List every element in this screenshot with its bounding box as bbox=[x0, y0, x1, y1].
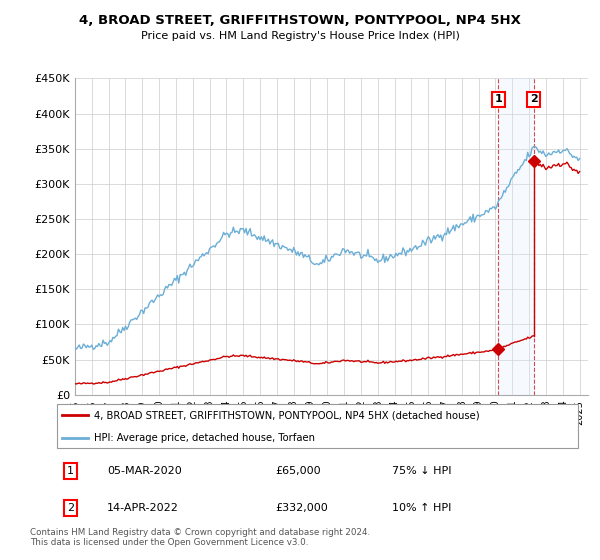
Text: 14-APR-2022: 14-APR-2022 bbox=[107, 503, 179, 513]
Text: 1: 1 bbox=[494, 95, 502, 105]
Text: £65,000: £65,000 bbox=[276, 466, 322, 476]
Text: HPI: Average price, detached house, Torfaen: HPI: Average price, detached house, Torf… bbox=[94, 433, 314, 444]
Text: 4, BROAD STREET, GRIFFITHSTOWN, PONTYPOOL, NP4 5HX (detached house): 4, BROAD STREET, GRIFFITHSTOWN, PONTYPOO… bbox=[94, 410, 479, 421]
Bar bbox=[499, 78, 534, 395]
Text: 75% ↓ HPI: 75% ↓ HPI bbox=[392, 466, 451, 476]
Text: 2: 2 bbox=[530, 95, 538, 105]
Text: £332,000: £332,000 bbox=[276, 503, 329, 513]
Text: Price paid vs. HM Land Registry's House Price Index (HPI): Price paid vs. HM Land Registry's House … bbox=[140, 31, 460, 41]
Text: 05-MAR-2020: 05-MAR-2020 bbox=[107, 466, 182, 476]
Text: Contains HM Land Registry data © Crown copyright and database right 2024.
This d: Contains HM Land Registry data © Crown c… bbox=[30, 528, 370, 547]
Text: 1: 1 bbox=[67, 466, 74, 476]
FancyBboxPatch shape bbox=[56, 404, 578, 449]
Text: 4, BROAD STREET, GRIFFITHSTOWN, PONTYPOOL, NP4 5HX: 4, BROAD STREET, GRIFFITHSTOWN, PONTYPOO… bbox=[79, 14, 521, 27]
Text: 10% ↑ HPI: 10% ↑ HPI bbox=[392, 503, 451, 513]
Text: 2: 2 bbox=[67, 503, 74, 513]
